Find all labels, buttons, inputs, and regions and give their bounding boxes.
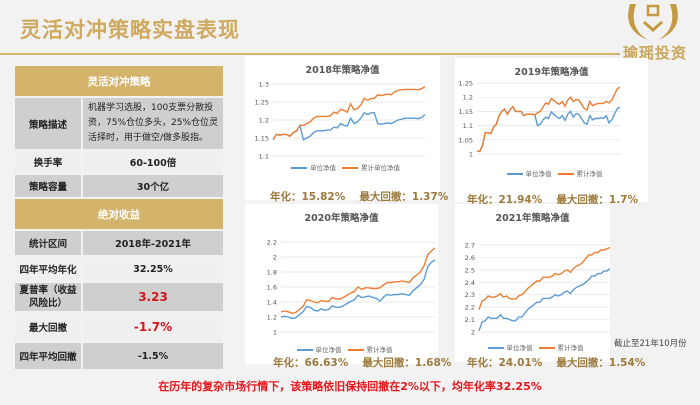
- chart-title: 2019年策略净值: [514, 67, 589, 78]
- series-line-unit: [272, 111, 426, 141]
- y-tick-label: 2.2: [267, 239, 277, 247]
- y-tick-label: 2: [273, 254, 277, 262]
- legend-swatch: [487, 347, 504, 349]
- y-tick-label: 1.6: [267, 284, 277, 292]
- legend-swatch: [538, 347, 555, 349]
- legend-swatch: [296, 349, 313, 351]
- chart-stats: 年化：66.63% 最大回撤：1.68%: [273, 357, 452, 369]
- y-tick-label: 2.7: [465, 242, 475, 250]
- chart-title: 2018年策略净值: [305, 65, 380, 76]
- row-value: -1.7%: [83, 313, 225, 341]
- section-header-strategy: 灵活对冲策略: [15, 66, 225, 96]
- row-value: 30个亿: [83, 175, 225, 197]
- row-value: 机器学习选股，100支票分散投资，75%仓位多头，25%仓位灵活择时，用于做空/…: [83, 98, 225, 149]
- legend-label: 累计单位净值: [361, 164, 400, 172]
- chart-plot: 2 2.1 2.2 2.3 2.4 2.5 2.6 2.7: [465, 242, 610, 337]
- row-value: 2018年-2021年: [83, 231, 225, 255]
- row-label: 策略容量: [15, 175, 83, 197]
- chart-plot: 1 1.2 1.4 1.6 1.8 2 2.2: [267, 239, 436, 337]
- chart-legend: 单位净值 累计单位净值: [245, 162, 440, 172]
- chart-card-3: 2021年策略净值 2 2.1 2.2 2.3 2.4 2.5 2.6 2.7 单位净值 累计净值: [455, 204, 610, 362]
- series-line-unit: [477, 105, 621, 152]
- y-tick-label: 1.2: [259, 117, 269, 125]
- title-divider: [0, 53, 620, 55]
- chart-title: 2020年策略净值: [304, 213, 379, 224]
- series-line-unit: [478, 268, 610, 332]
- y-tick-label: 1.25: [255, 99, 269, 107]
- row-value: 60-100倍: [83, 151, 225, 173]
- chart-card-1: 2019年策略净值 1 1.05 1.1 1.15 1.2 1.25 单位净值 累计净值: [455, 58, 648, 202]
- y-tick-label: 2.3: [465, 291, 475, 299]
- row-label: 最大回撤: [15, 313, 83, 341]
- section-header-absolute-return: 绝对收益: [15, 199, 225, 229]
- legend-label: 单位净值: [506, 344, 533, 352]
- chart-stats: 年化：15.82% 最大回撤：1.37%: [270, 191, 449, 203]
- summary-text: 在历年的复杂市场行情下，该策略依旧保持回撤在2%以下，均年化率32.25%: [158, 380, 542, 393]
- legend-label: 累计净值: [366, 346, 393, 354]
- legend-swatch: [557, 173, 574, 175]
- logo-text: 瑜瑶投资: [622, 44, 687, 62]
- y-tick-label: 1.2: [463, 94, 473, 102]
- y-tick-label: 1.2: [267, 314, 277, 322]
- y-tick-label: 1.1: [259, 153, 269, 161]
- y-tick-label: 1.05: [459, 136, 473, 144]
- row-label: 四年平均回撤: [15, 343, 83, 369]
- row-value: -1.5%: [83, 343, 225, 369]
- chart-stats: 年化：24.01% 最大回撤：1.54%: [467, 357, 646, 369]
- series-line-cumulative: [280, 247, 436, 315]
- legend-label: 单位净值: [310, 164, 336, 172]
- page-title: 灵活对冲策略实盘表现: [20, 18, 240, 42]
- y-tick-label: 1.15: [459, 108, 473, 116]
- legend-label: 单位净值: [525, 170, 552, 178]
- chart-card-0: 2018年策略净值 1.1 1.15 1.2 1.25 1.3 单位净值 累计单位净值: [245, 56, 440, 200]
- row-label: 四年平均年化: [15, 257, 83, 281]
- chart-title: 2021年策略净值: [495, 213, 570, 224]
- y-tick-label: 1.8: [267, 269, 277, 277]
- chart-legend: 单位净值 累计净值: [455, 342, 610, 352]
- chart-plot: 1.1 1.15 1.2 1.25 1.3: [255, 81, 426, 161]
- y-tick-label: 1: [469, 151, 473, 159]
- chart-legend: 单位净值 累计净值: [455, 168, 648, 178]
- row-label: 策略描述: [15, 98, 83, 149]
- y-tick-label: 1.1: [463, 122, 473, 130]
- legend-swatch: [291, 167, 307, 169]
- chart-card-2: 2020年策略净值 1 1.2 1.4 1.6 1.8 2 2.2 单位净值 累计净值: [245, 204, 438, 364]
- strategy-table: 灵活对冲策略 策略描述 机器学习选股，100支票分散投资，75%仓位多头，25%仓…: [15, 64, 225, 371]
- logo-icon: [628, 4, 678, 40]
- y-tick-label: 2.6: [465, 254, 475, 262]
- row-label: 夏普率（收益风险比）: [15, 283, 83, 311]
- row-label: 统计区间: [15, 231, 83, 255]
- y-tick-label: 2.1: [465, 316, 475, 324]
- chart-legend: 单位净值 累计净值: [245, 344, 438, 354]
- series-line-cumulative: [477, 86, 621, 152]
- y-tick-label: 1.4: [267, 299, 277, 307]
- legend-swatch: [342, 167, 358, 169]
- y-tick-label: 1.15: [255, 135, 269, 143]
- cutoff-note: 截止至21年10月份: [614, 339, 687, 349]
- chart-plot: 1 1.05 1.1 1.15 1.2 1.25: [459, 80, 621, 159]
- chart-stats: 年化：21.94% 最大回撤：1.7%: [467, 194, 639, 206]
- y-tick-label: 2: [471, 329, 475, 337]
- y-tick-label: 2.5: [465, 266, 475, 274]
- series-line-cumulative: [272, 85, 426, 141]
- legend-label: 累计净值: [557, 344, 584, 352]
- y-tick-label: 1.25: [459, 80, 473, 88]
- y-tick-label: 1: [273, 329, 277, 337]
- row-label: 换手率: [15, 151, 83, 173]
- series-line-cumulative: [478, 246, 610, 310]
- row-value: 3.23: [83, 283, 225, 311]
- legend-swatch: [347, 349, 364, 351]
- legend-label: 单位净值: [315, 346, 342, 354]
- series-line-unit: [280, 259, 436, 320]
- row-value: 32.25%: [83, 257, 225, 281]
- y-tick-label: 2.4: [465, 279, 475, 287]
- legend-label: 累计净值: [576, 170, 603, 178]
- y-tick-label: 2.2: [465, 304, 475, 312]
- y-tick-label: 1.3: [259, 81, 269, 89]
- legend-swatch: [506, 173, 523, 175]
